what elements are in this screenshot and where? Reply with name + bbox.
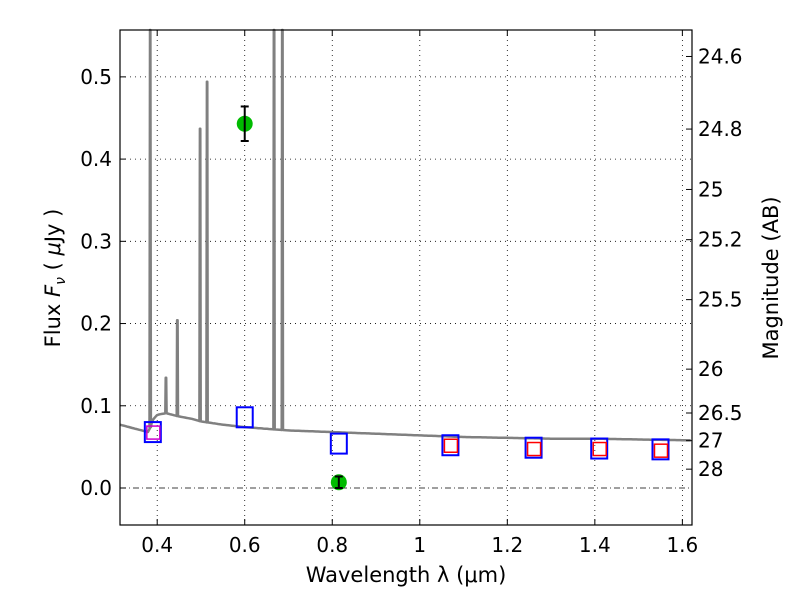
- right-axis-label: Magnitude (AB): [759, 196, 783, 359]
- y-tick-label: 0.1: [80, 394, 112, 418]
- right-tick-label: 27: [698, 429, 723, 453]
- y-axis-label: Flux Fν ( μJy ): [41, 209, 69, 348]
- model-photometry-square: [441, 434, 460, 457]
- right-tick-label: 24.6: [698, 44, 743, 68]
- x-tick-label: 0.4: [141, 533, 173, 557]
- x-tick-label: 0.6: [229, 533, 261, 557]
- photometry-inner-square: [443, 438, 459, 453]
- right-tick-label: 25: [698, 177, 723, 201]
- spectrum-line: [119, 28, 691, 442]
- photometry-inner-square: [146, 425, 161, 440]
- photometry-inner-square: [526, 441, 542, 457]
- y-tick-label: 0.3: [80, 229, 112, 253]
- model-photometry-square: [524, 436, 543, 459]
- model-photometry-square: [235, 406, 254, 429]
- right-tick-label: 25.5: [698, 288, 743, 312]
- spectrum-layer: [119, 28, 691, 442]
- y-tick-label: 0.0: [80, 476, 112, 500]
- x-tick-label: 1.2: [491, 533, 523, 557]
- x-tick-label: 1.6: [666, 533, 698, 557]
- x-tick-label: 1.4: [579, 533, 611, 557]
- x-axis-label: Wavelength λ (μm): [306, 563, 507, 587]
- model-photometry-square: [143, 421, 162, 444]
- photometry-inner-square: [653, 443, 669, 458]
- x-tick-label: 0.8: [316, 533, 348, 557]
- right-tick-label: 28: [698, 457, 723, 481]
- right-tick-label: 26.5: [698, 401, 743, 425]
- y-tick-label: 0.4: [80, 147, 112, 171]
- x-tick-label: 1: [413, 533, 426, 557]
- right-tick-label: 26: [698, 357, 723, 381]
- model-photometry-square: [590, 437, 609, 460]
- y-tick-label: 0.2: [80, 312, 112, 336]
- model-photometry-square: [651, 438, 670, 461]
- plot-frame: [119, 29, 693, 526]
- markers-layer: [143, 105, 670, 491]
- y-tick-label: 0.5: [80, 65, 112, 89]
- model-photometry-square: [329, 432, 348, 455]
- photometry-inner-square: [592, 441, 607, 457]
- right-tick-label: 24.8: [698, 117, 743, 141]
- ticks: 0.4 0.6 0.8 1 1.2 1.4 1.6 0.0 0.1 0.2 0.3 0.4 0.5 24.…: [80, 30, 743, 557]
- right-tick-label: 25.2: [698, 228, 743, 252]
- grid: [120, 30, 692, 525]
